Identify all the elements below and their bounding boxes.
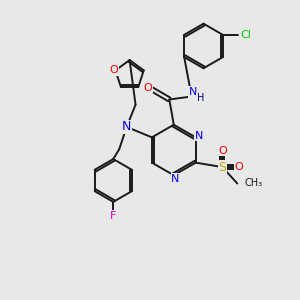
Text: CH₃: CH₃ [245,178,263,188]
Text: O: O [218,146,227,156]
Text: H: H [197,93,204,103]
Text: Cl: Cl [241,30,251,40]
Text: F: F [110,211,116,221]
Text: O: O [234,162,243,172]
Text: N: N [189,87,197,97]
Text: O: O [143,82,152,93]
Text: O: O [110,65,118,75]
Text: N: N [122,121,131,134]
Text: S: S [218,160,226,174]
Text: N: N [171,174,179,184]
Text: N: N [195,131,203,141]
